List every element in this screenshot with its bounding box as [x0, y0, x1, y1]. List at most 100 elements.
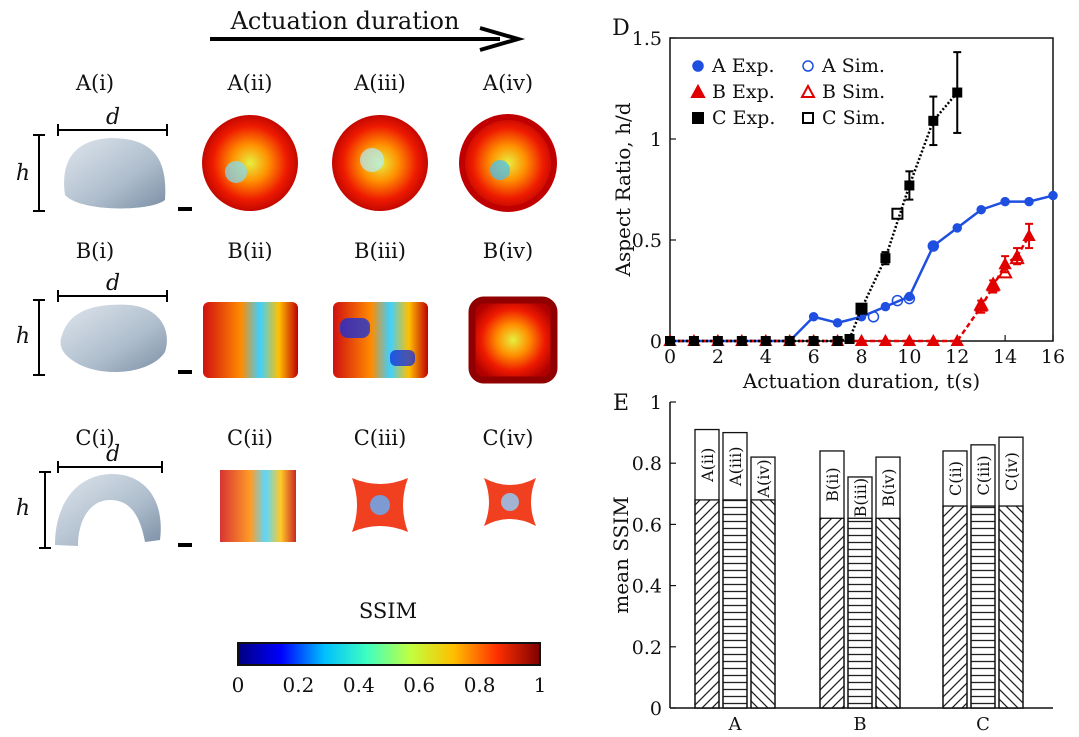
data-point — [952, 87, 963, 98]
d-label-a: d — [106, 105, 120, 130]
legend-marker — [802, 60, 814, 72]
d-bar-a — [57, 124, 168, 136]
data-point — [903, 292, 916, 305]
row-c: C(i) C(ii) C(iii) C(iv) d h — [16, 426, 536, 549]
y-tick-label: 0 — [650, 698, 662, 720]
colorbar-tick-label: 0.2 — [282, 673, 314, 697]
legend-marker — [690, 83, 706, 98]
data-point — [1009, 250, 1025, 265]
data-point — [1024, 196, 1034, 207]
shell-photo-b — [60, 304, 167, 373]
data-point — [665, 336, 675, 346]
colorbar-tick-label: 1 — [534, 673, 547, 697]
colorbar-tick-label: 0.4 — [343, 673, 375, 697]
data-point — [760, 336, 771, 346]
y-tick-label: 0.4 — [632, 576, 662, 598]
d-label-b: d — [106, 271, 120, 296]
data-point — [1048, 190, 1058, 201]
data-point — [856, 303, 867, 314]
row-a: A(i) A(ii) A(iii) A(iv) d h — [16, 71, 557, 212]
bar-label: B(ii) — [823, 467, 842, 501]
data-point — [808, 336, 819, 346]
bar-label: B(iii) — [851, 478, 870, 518]
legend-label: B Sim. — [822, 81, 885, 103]
data-point — [891, 294, 904, 307]
label-a-i: A(i) — [75, 71, 114, 95]
legend-marker — [800, 83, 816, 98]
colorbar-tick-label: 0.8 — [464, 673, 496, 697]
bar-label: C(iv) — [1002, 452, 1021, 491]
x-tick-label: C — [976, 714, 990, 735]
bar-hatch — [750, 499, 776, 709]
legend-marker — [802, 112, 814, 124]
label-b-i: B(i) — [76, 239, 115, 263]
data-point — [808, 312, 819, 322]
data-point — [854, 333, 869, 346]
label-b-iv: B(iv) — [483, 239, 533, 263]
bar-hatch — [694, 499, 720, 709]
ssim-map-b-iii — [333, 302, 428, 378]
label-b-iii: B(iii) — [354, 239, 406, 263]
bar-hatch — [722, 499, 748, 709]
row-b: B(i) B(ii) B(iii) B(iv) d h — [16, 239, 558, 384]
h-bar-a — [33, 134, 45, 212]
data-point — [926, 333, 941, 346]
data-point — [904, 180, 915, 191]
scale-bar-a — [178, 207, 192, 211]
x-axis-label: Actuation duration, t(s) — [742, 369, 980, 393]
panel-e: E 0 0.2 0.4 0.6 0.8 1 mean SSIM A A(ii) A(iii) A(i… — [609, 391, 1053, 735]
colorbar-bar — [237, 642, 541, 666]
bar-hatch — [970, 505, 996, 709]
data-point — [997, 264, 1013, 279]
bar-hatch — [875, 517, 901, 709]
ssim-map-a-ii — [202, 115, 298, 211]
legend-label: C Exp. — [712, 107, 775, 129]
data-point — [973, 296, 989, 311]
d-bar-b — [57, 290, 168, 302]
label-a-iii: A(iii) — [353, 71, 406, 95]
label-c-ii: C(ii) — [227, 426, 273, 450]
bar-label: B(iv) — [879, 468, 898, 506]
data-point — [867, 311, 880, 323]
scale-bar-b — [178, 370, 192, 374]
h-label-a: h — [16, 161, 30, 186]
ssim-map-b-iv — [468, 296, 558, 384]
d-label-c: d — [106, 442, 120, 467]
data-point — [952, 223, 962, 233]
bar-label: C(ii) — [946, 461, 965, 496]
colorbar-tick-label: 0 — [232, 673, 245, 697]
ssim-map-a-iv — [459, 114, 557, 212]
bar-hatch — [942, 505, 968, 709]
data-point — [928, 115, 939, 126]
label-a-ii: A(ii) — [227, 71, 273, 95]
colorbar: SSIM 0 0.2 0.4 0.6 0.8 1 — [232, 599, 547, 697]
data-point — [878, 333, 893, 346]
x-tick-label: 12 — [945, 346, 969, 368]
y-tick-label: 1.5 — [632, 28, 662, 50]
y-tick-label: 1 — [650, 129, 662, 151]
data-point — [902, 333, 917, 346]
data-point — [950, 333, 964, 346]
data-point — [688, 336, 699, 346]
colorbar-ticks: 0 0.2 0.4 0.6 0.8 1 — [232, 673, 547, 697]
data-point — [1000, 196, 1010, 207]
d-bar-c — [57, 461, 163, 473]
label-c-i: C(i) — [75, 426, 114, 450]
bar-hatch — [847, 517, 873, 709]
h-label-c: h — [16, 496, 30, 521]
y-axis-label: Aspect Ratio, h/d — [611, 102, 635, 277]
data-point — [1022, 228, 1036, 241]
y-tick-label: 0.2 — [632, 637, 662, 659]
data-point — [928, 241, 939, 251]
x-tick-label: 0 — [664, 346, 676, 368]
x-tick-label: 10 — [897, 346, 921, 368]
panel-d-label: D — [612, 16, 630, 41]
data-point — [736, 336, 747, 346]
y-tick-label: 0.6 — [632, 514, 662, 536]
shell-photo-c — [55, 474, 161, 546]
scale-bar-c — [178, 543, 192, 547]
ssim-map-b-ii — [203, 302, 298, 378]
h-bar-c — [39, 471, 51, 549]
data-point — [712, 336, 723, 346]
